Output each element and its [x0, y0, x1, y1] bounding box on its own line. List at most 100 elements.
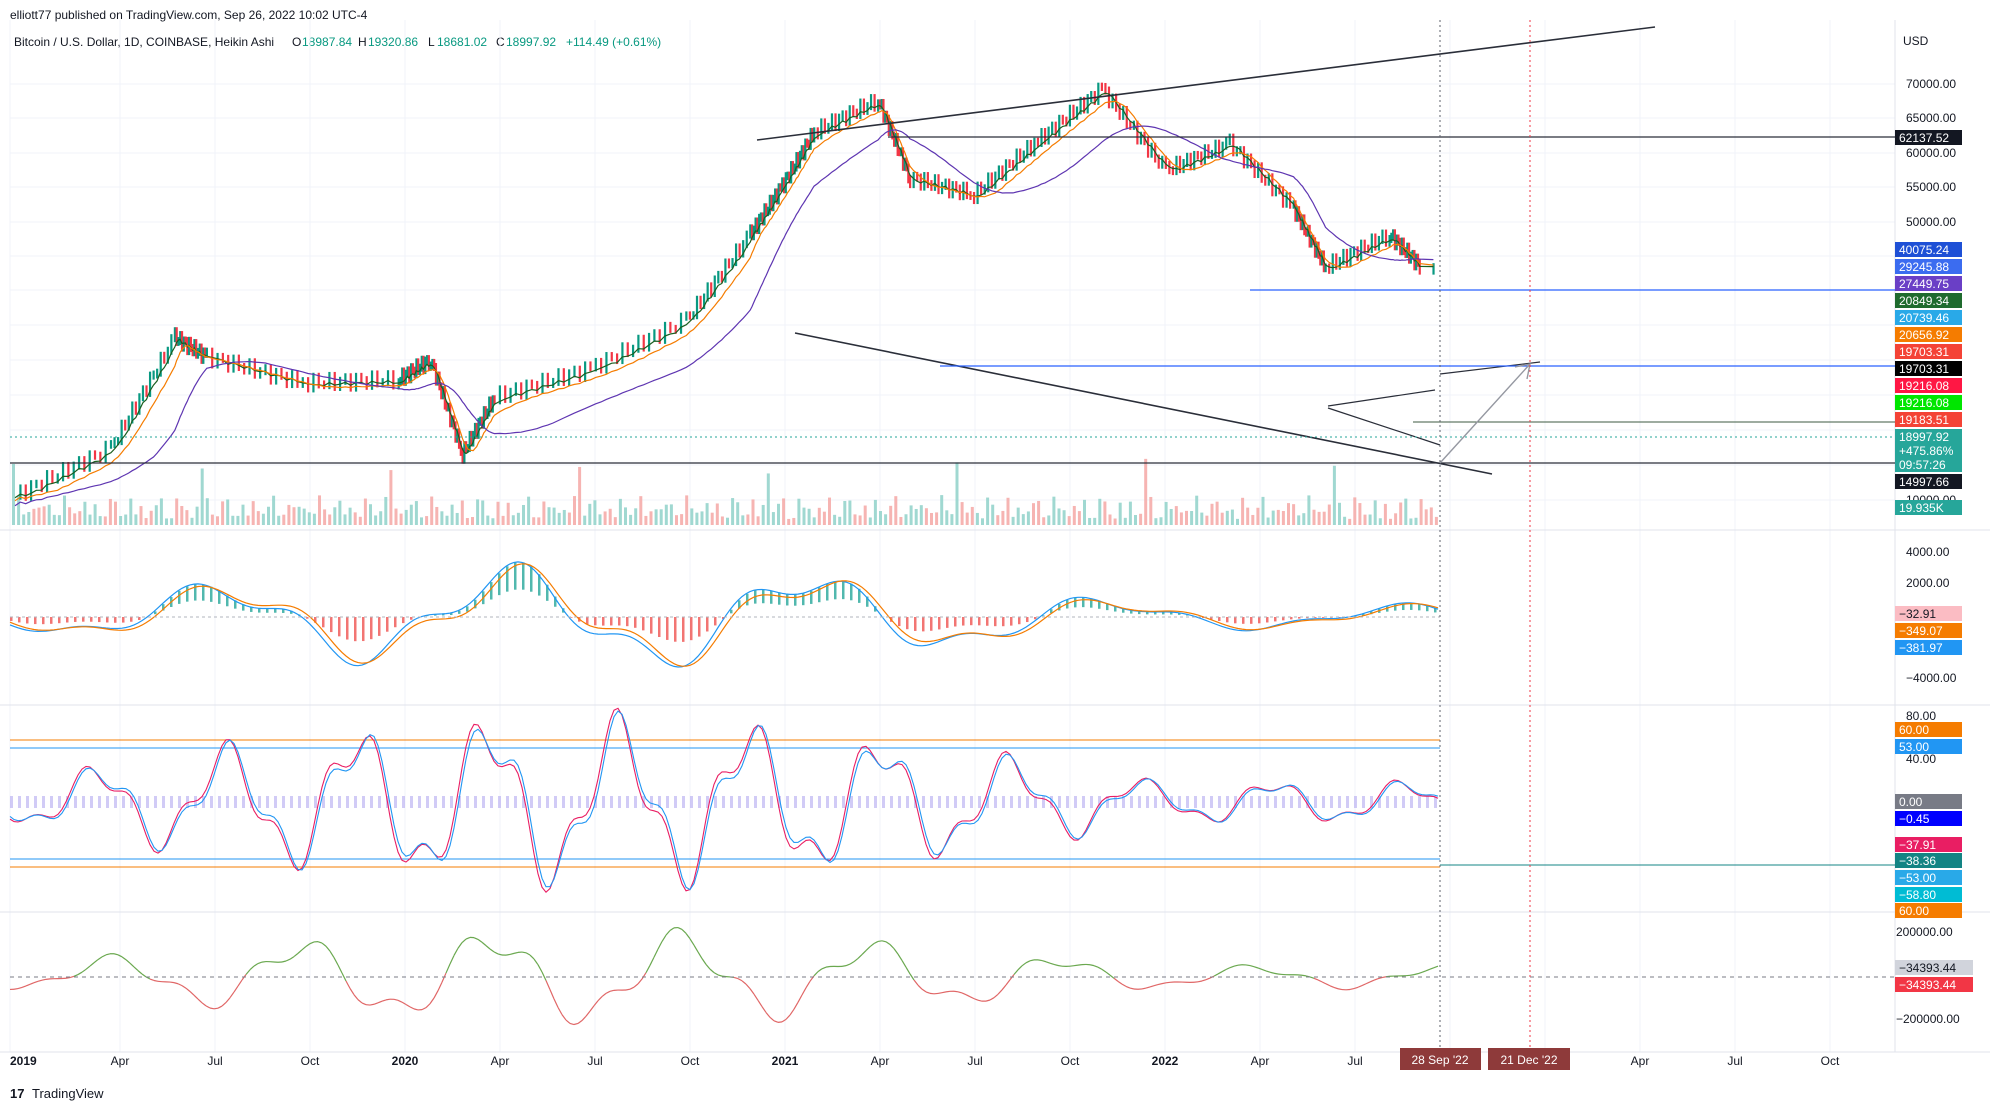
- candle: [1393, 229, 1396, 251]
- brand-label: TradingView: [32, 1086, 104, 1101]
- volume-bar: [190, 517, 194, 525]
- vol-osc-segment: [821, 966, 827, 970]
- osc-histogram-bar: [1258, 796, 1261, 808]
- volume-bar: [675, 515, 678, 525]
- vol-osc-segment: [705, 963, 711, 970]
- candle: [1242, 146, 1246, 169]
- price-badge-bg: [1895, 293, 1962, 308]
- osc-histogram-bar: [42, 796, 45, 808]
- volume-bar: [914, 508, 918, 525]
- volume-bar: [863, 505, 867, 525]
- osc-histogram-bar: [906, 796, 909, 808]
- candle: [1083, 96, 1086, 114]
- vol-osc-segment: [581, 1015, 587, 1021]
- osc-histogram-bar: [266, 796, 269, 808]
- volume-bar: [1108, 514, 1112, 525]
- volume-bar: [139, 506, 143, 525]
- trendlines[interactable]: [10, 26, 1895, 475]
- vol-osc-segment: [529, 954, 535, 960]
- vol-osc-segment: [913, 979, 919, 986]
- macd-histogram-bar: [186, 586, 189, 602]
- volume-bar: [1103, 501, 1107, 525]
- price-badge: −34393.44: [1895, 960, 1973, 975]
- osc-histogram-bar: [754, 796, 757, 808]
- macd-histogram-bar: [674, 617, 677, 642]
- volume-bar: [1297, 515, 1301, 525]
- vol-osc-segment: [917, 984, 923, 990]
- volume-bar: [562, 509, 566, 525]
- candle: [916, 171, 919, 182]
- vol-osc-segment: [141, 973, 147, 978]
- volume-bar: [975, 512, 979, 525]
- volume-bar: [491, 518, 495, 525]
- price-badge-bg: [1895, 640, 1962, 655]
- osc-histogram-bar: [514, 796, 517, 808]
- macd-histogram-bar: [130, 617, 133, 622]
- volume-bar: [751, 499, 755, 525]
- date-badge-future: [1488, 1048, 1570, 1070]
- vol-osc-segment: [137, 970, 143, 975]
- candle: [386, 370, 390, 387]
- osc-histogram-bar: [1386, 796, 1389, 808]
- vol-osc-segment: [465, 936, 471, 940]
- macd-histogram-bar: [66, 617, 69, 623]
- volume-bar: [1179, 512, 1183, 525]
- candle: [180, 331, 184, 352]
- candle: [734, 243, 738, 267]
- vol-osc-segment: [1313, 977, 1319, 981]
- candle: [420, 355, 423, 372]
- tradingview-logo[interactable]: 17 TradingView: [10, 1086, 104, 1101]
- candle: [1305, 227, 1308, 237]
- candle: [275, 367, 278, 385]
- candle: [772, 194, 775, 212]
- volume-bar: [379, 511, 383, 525]
- vol-osc-segment: [1205, 977, 1211, 981]
- vol-osc-segment: [1141, 987, 1147, 990]
- volume-bar: [1215, 501, 1219, 525]
- candle: [1157, 154, 1160, 169]
- candle: [1409, 251, 1412, 264]
- macd-histogram-bar: [522, 562, 525, 590]
- vol-osc-segment: [605, 990, 611, 994]
- time-tick: Jul: [967, 1054, 982, 1068]
- vol-osc-segment: [213, 1007, 219, 1010]
- osc-histogram-bar: [354, 796, 357, 808]
- vol-osc-segment: [593, 1000, 599, 1007]
- macd-histogram-bar: [106, 617, 109, 623]
- volume-bar: [1368, 514, 1372, 525]
- osc-histogram-bar: [1026, 796, 1029, 808]
- macd-histogram-bar: [930, 617, 933, 631]
- volume-bar: [22, 514, 26, 525]
- candle: [754, 217, 757, 234]
- macd-histogram-bar: [1386, 606, 1389, 612]
- volume-bar: [460, 500, 464, 525]
- osc-histogram-bar: [890, 796, 893, 808]
- candle: [568, 369, 571, 387]
- time-tick: 2022: [1152, 1054, 1179, 1068]
- candle: [200, 343, 203, 364]
- candle: [948, 178, 951, 199]
- volume-bar: [532, 517, 536, 525]
- volume-bar: [297, 506, 301, 525]
- vol-osc-segment: [473, 937, 479, 940]
- vol-osc-segment: [85, 965, 91, 970]
- vol-osc-segment: [557, 1007, 563, 1015]
- vol-osc-segment: [393, 998, 399, 1001]
- macd-histogram-bar: [210, 586, 213, 602]
- volume-bar: [1292, 504, 1296, 525]
- volume-bar: [496, 501, 500, 525]
- candle: [441, 386, 445, 400]
- volume-bar: [205, 498, 209, 525]
- candle: [184, 336, 187, 345]
- candle: [173, 327, 177, 343]
- candle: [1214, 139, 1217, 158]
- vol-osc-segment: [1221, 968, 1227, 973]
- open-value: 18987.84: [302, 35, 352, 49]
- candle: [919, 173, 922, 191]
- vol-osc-segment: [509, 952, 515, 956]
- volume-bar: [792, 517, 796, 525]
- candle: [1026, 139, 1029, 159]
- volume-bar: [1164, 501, 1168, 525]
- volume-bar: [1246, 507, 1250, 525]
